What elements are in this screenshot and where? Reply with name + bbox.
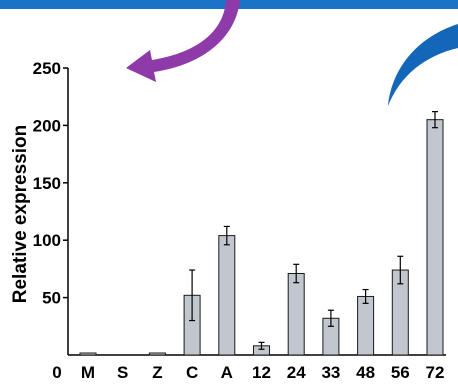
x-tick-label-M: M <box>81 363 95 382</box>
x-tick-label-Z: Z <box>152 363 162 382</box>
y-ticks: 50 100 150 200 250 <box>33 59 68 308</box>
x-tick-label-72: 72 <box>426 363 445 382</box>
bar-Z <box>148 352 166 356</box>
x-tick-label-S: S <box>117 363 128 382</box>
x-tick-labels: M S Z C A 12 24 33 48 56 72 <box>81 363 445 382</box>
x-tick-label-24: 24 <box>287 363 306 382</box>
x-tick-label-12: 12 <box>252 363 271 382</box>
bars <box>79 111 444 356</box>
y-tick-label: 250 <box>33 59 61 78</box>
x-tick-label-C: C <box>186 363 198 382</box>
purple-arrow-icon <box>126 0 240 82</box>
bar-M <box>79 352 97 356</box>
bar-24 <box>287 272 305 356</box>
x-tick-label-A: A <box>221 363 233 382</box>
bar-72 <box>426 119 444 356</box>
y-tick-label: 150 <box>33 174 61 193</box>
x-tick-label-33: 33 <box>321 363 340 382</box>
x-tick-label-56: 56 <box>391 363 410 382</box>
y-tick-label: 200 <box>33 116 61 135</box>
y-tick-label: 100 <box>33 231 61 250</box>
bar-48 <box>357 295 375 356</box>
bar-A <box>218 235 236 356</box>
x-tick-label-48: 48 <box>356 363 375 382</box>
y-axis-title: Relative expression <box>10 125 31 303</box>
y-tick-label: 50 <box>42 289 61 308</box>
zero-label: 0 <box>52 363 61 382</box>
blue-swoosh-icon <box>388 24 458 106</box>
